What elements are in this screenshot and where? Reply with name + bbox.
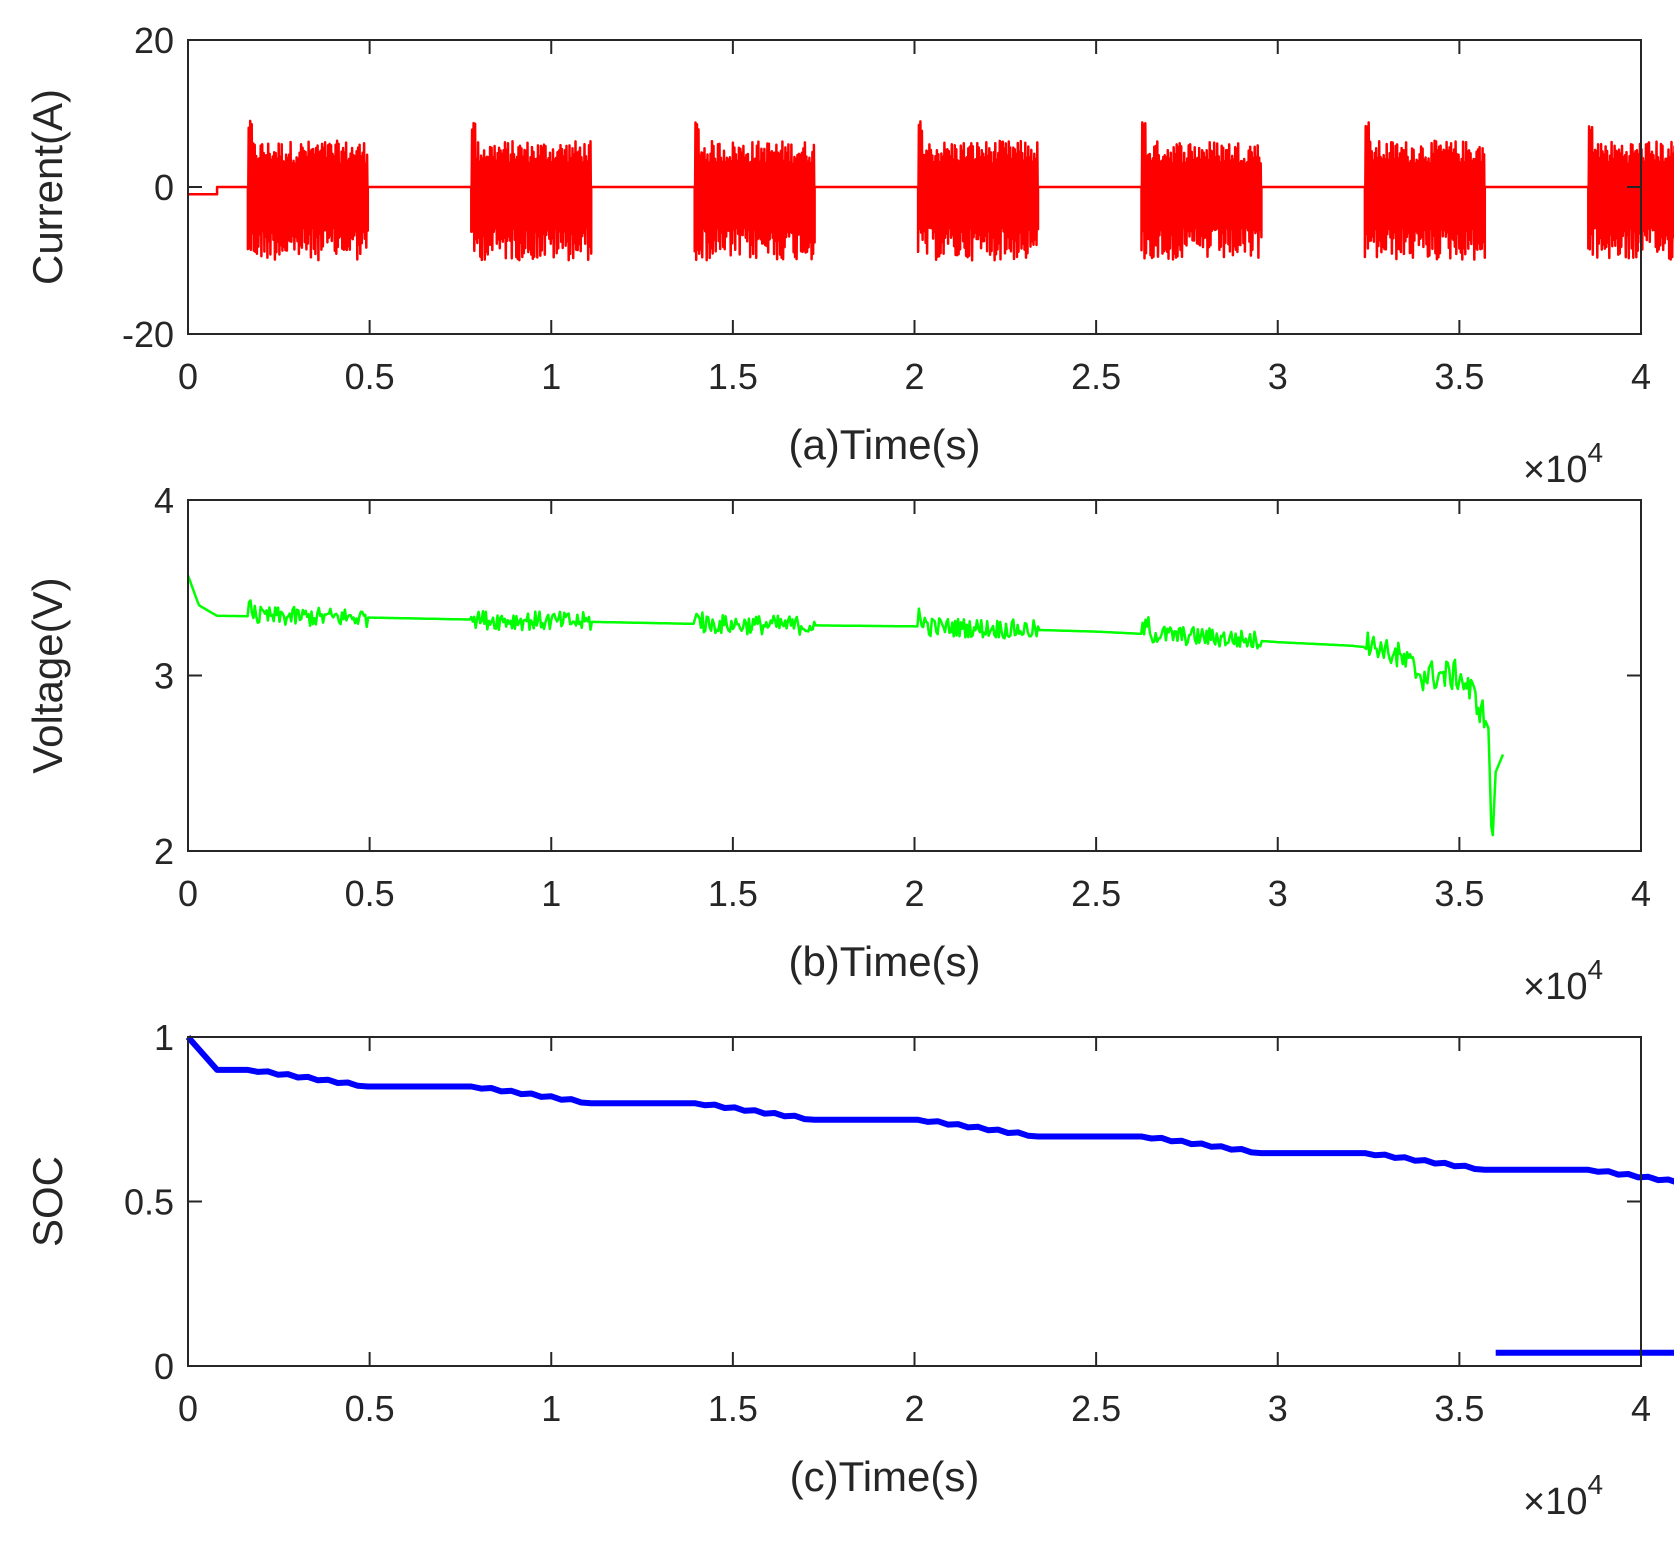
x-tick-label: 3.5 bbox=[1434, 873, 1484, 914]
x-tick-label: 0 bbox=[178, 873, 198, 914]
x-exponent-base: ×10 bbox=[1523, 966, 1587, 1008]
x-tick-label: 0.5 bbox=[345, 873, 395, 914]
y-axis-label: SOC bbox=[24, 1156, 71, 1247]
x-tick-label: 3.5 bbox=[1434, 356, 1484, 397]
x-tick-label: 2.5 bbox=[1071, 1388, 1121, 1429]
x-tick-label: 4 bbox=[1631, 873, 1651, 914]
series-line-soc bbox=[185, 1035, 1674, 1356]
panels-container: 0 0.5 1 1.5 2 2.5 3 3.5 4-20020(a)Time(s)Current… bbox=[24, 20, 1674, 1523]
y-tick-label: 20 bbox=[134, 20, 174, 61]
y-tick-label: 4 bbox=[154, 480, 174, 521]
x-axis-label: (c)Time(s) bbox=[790, 1453, 980, 1500]
x-exponent-label: ×104 bbox=[1523, 1469, 1603, 1523]
x-exponent-power: 4 bbox=[1587, 437, 1603, 468]
x-tick-label: 2 bbox=[904, 873, 924, 914]
x-exponent-power: 4 bbox=[1587, 1469, 1603, 1500]
x-tick-label: 0.5 bbox=[345, 1388, 395, 1429]
x-tick-label: 3 bbox=[1268, 356, 1288, 397]
series-line-current bbox=[188, 119, 1674, 262]
y-tick-label: 0 bbox=[154, 1346, 174, 1387]
x-tick-label: 1.5 bbox=[708, 873, 758, 914]
x-tick-label: 3 bbox=[1268, 873, 1288, 914]
x-exponent-label: ×104 bbox=[1523, 954, 1603, 1008]
x-tick-label: 1.5 bbox=[708, 1388, 758, 1429]
x-axis-label: (b)Time(s) bbox=[788, 938, 980, 985]
x-tick-label: 1 bbox=[541, 356, 561, 397]
chart-panel-b: 0 0.5 1 1.5 2 2.5 3 3.5 4 2 3 4 (b)Time(s) Voltage(V)… bbox=[24, 480, 1651, 1008]
x-tick-label: 2 bbox=[904, 1388, 924, 1429]
x-tick-label: 2.5 bbox=[1071, 873, 1121, 914]
x-tick-label: 4 bbox=[1631, 1388, 1651, 1429]
x-tick-label: 1.5 bbox=[708, 356, 758, 397]
x-tick-label: 0 bbox=[178, 1388, 198, 1429]
y-axis-label: Current(A) bbox=[24, 89, 71, 285]
chart-panel-c: 0 0.5 1 1.5 2 2.5 3 3.5 400.51(c)Time(s)SOC×104 bbox=[24, 1017, 1674, 1523]
y-tick-label: 2 bbox=[154, 831, 174, 872]
series-line-voltage bbox=[186, 575, 1505, 837]
x-tick-label: 4 bbox=[1631, 356, 1651, 397]
y-tick-label: 0 bbox=[154, 167, 174, 208]
y-tick-label: 0.5 bbox=[124, 1182, 174, 1223]
y-tick-label: 3 bbox=[154, 656, 174, 697]
x-tick-label: 3.5 bbox=[1434, 1388, 1484, 1429]
x-tick-label: 1 bbox=[541, 1388, 561, 1429]
y-tick-label: -20 bbox=[122, 314, 174, 355]
y-axis-label: Voltage(V) bbox=[24, 577, 71, 773]
y-tick-label: 1 bbox=[154, 1017, 174, 1058]
x-exponent-base: ×10 bbox=[1523, 449, 1587, 491]
chart-panel-a: 0 0.5 1 1.5 2 2.5 3 3.5 4-20020(a)Time(s)Current… bbox=[24, 20, 1674, 491]
x-exponent-base: ×10 bbox=[1523, 1481, 1587, 1523]
x-tick-label: 3 bbox=[1268, 1388, 1288, 1429]
x-tick-label: 2 bbox=[904, 356, 924, 397]
x-exponent-power: 4 bbox=[1587, 954, 1603, 985]
x-exponent-label: ×104 bbox=[1523, 437, 1603, 491]
x-tick-label: 0.5 bbox=[345, 356, 395, 397]
x-tick-label: 0 bbox=[178, 356, 198, 397]
x-axis-label: (a)Time(s) bbox=[788, 421, 980, 468]
x-tick-label: 2.5 bbox=[1071, 356, 1121, 397]
x-tick-label: 1 bbox=[541, 873, 561, 914]
